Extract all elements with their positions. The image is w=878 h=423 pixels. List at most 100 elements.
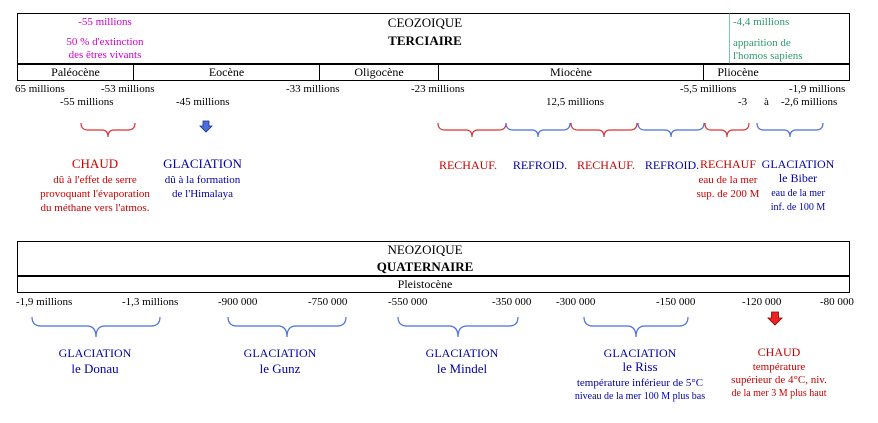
tertiary-right-divider	[729, 13, 730, 64]
event-detail: du méthane vers l'atmos.	[40, 202, 150, 214]
epoch-divider	[133, 64, 134, 81]
date-label: -33 millions	[286, 83, 340, 95]
arrow-down-icon	[767, 311, 783, 326]
event-title: GLACIATION	[243, 346, 317, 360]
epoch-divider	[703, 64, 704, 81]
sapiens-date: -4,4 millions	[733, 16, 790, 28]
tertiary-era-label: CEOZOIQUE	[387, 15, 463, 30]
brace-hot	[437, 122, 507, 138]
event-glaciation-eocene: GLACIATION dû à la formation de l'Himala…	[150, 157, 255, 201]
date-label: -550 000	[388, 296, 428, 308]
sapiens-text-2: l'homos sapiens	[733, 50, 803, 62]
brace-cold	[397, 316, 519, 338]
event-subtitle: le Gunz	[259, 361, 301, 376]
event-subtitle: le Mindel	[436, 361, 488, 376]
arrow-down-icon	[199, 120, 213, 133]
epoch-divider	[319, 64, 320, 81]
quaternary-period-label: QUATERNAIRE	[376, 259, 474, 274]
event-glaciation-gunz: GLACIATION le Gunz	[225, 346, 335, 376]
event-detail: température	[752, 361, 806, 373]
event-hot-final: CHAUD température supérieur de 4°C, niv.…	[718, 346, 840, 400]
event-subtitle: le Donau	[71, 361, 119, 376]
brace-cold	[637, 122, 705, 138]
event-detail: eau de la mer	[771, 188, 825, 199]
event-detail: de l'Himalaya	[172, 188, 233, 200]
date-label: -80 000	[820, 296, 854, 308]
quaternary-header-box	[17, 241, 850, 276]
event-title: RECHAUF	[699, 157, 756, 171]
date-label: -1,3 millions	[122, 296, 179, 308]
event-rechauf-2: RECHAUF.	[576, 158, 636, 172]
date-label: -5,5 millions	[680, 83, 737, 95]
brace-hot	[570, 122, 638, 138]
event-detail: supérieur de 4°C, niv.	[731, 374, 827, 386]
date-label: -55 millions	[60, 96, 114, 108]
tertiary-epoch-strip	[17, 64, 850, 81]
epoch-miocene: Miocène	[550, 65, 592, 79]
event-glaciation-mindel: GLACIATION le Mindel	[407, 346, 517, 376]
date-label: -1,9 millions	[16, 296, 73, 308]
event-detail: sup. de 200 M	[696, 188, 760, 200]
extinction-text-2: des êtres vivants	[68, 49, 142, 61]
event-glaciation-riss: GLACIATION le Riss température inférieur…	[560, 346, 720, 404]
event-detail: provoquant l'évaporation	[40, 188, 150, 200]
event-detail: de la mer 3 M plus haut	[731, 388, 827, 399]
brace-hot	[704, 122, 750, 138]
brace-cold	[505, 122, 571, 138]
epoch-paleocene: Paléocène	[51, 65, 100, 79]
event-refroid-1: REFROID.	[512, 158, 568, 172]
date-label: -3	[738, 96, 748, 108]
event-detail: niveau de la mer 100 M plus bas	[574, 391, 706, 402]
event-title: GLACIATION	[603, 346, 677, 360]
date-label: -53 millions	[101, 83, 155, 95]
event-detail: dû à l'effet de serre	[53, 174, 137, 186]
date-label: 12,5 millions	[546, 96, 605, 108]
event-title: GLACIATION	[761, 157, 835, 171]
date-label: -300 000	[556, 296, 596, 308]
event-detail: eau de la mer	[698, 174, 758, 186]
event-subtitle: le Biber	[778, 171, 818, 185]
event-glaciation-biber: GLACIATION le Biber eau de la mer inf. d…	[756, 157, 840, 215]
brace-cold	[31, 316, 161, 338]
event-detail: température inférieur de 5°C	[576, 377, 704, 389]
brace-cold	[227, 316, 347, 338]
event-title: CHAUD	[71, 156, 119, 171]
quaternary-epoch-strip	[17, 276, 850, 293]
extinction-note: -55 millions 50 % d'extinction des êtres…	[55, 16, 155, 62]
event-title: GLACIATION	[425, 346, 499, 360]
brace-cold	[583, 316, 689, 338]
brace-cold	[756, 122, 824, 138]
brace-hot	[80, 122, 136, 138]
quaternary-era-label: NEOZOIQUE	[387, 242, 463, 257]
tertiary-period-label: TERCIAIRE	[388, 33, 462, 48]
date-label: 65 millions	[15, 83, 65, 95]
date-label: -900 000	[218, 296, 258, 308]
event-refroid-2: REFROID.	[644, 158, 700, 172]
date-label: -23 millions	[411, 83, 465, 95]
event-glaciation-donau: GLACIATION le Donau	[40, 346, 150, 376]
event-title: GLACIATION	[163, 156, 242, 171]
epoch-pliocene: Pliocène	[717, 65, 759, 79]
sapiens-note: -4,4 millions apparition de l'homos sapi…	[733, 16, 803, 63]
tertiary-header-box	[17, 13, 850, 64]
event-title: GLACIATION	[58, 346, 132, 360]
date-label: -150 000	[656, 296, 696, 308]
sapiens-text-1: apparition de	[733, 37, 791, 49]
extinction-text-1: 50 % d'extinction	[66, 36, 144, 48]
event-detail: inf. de 100 M	[770, 202, 826, 213]
extinction-date: -55 millions	[78, 16, 132, 28]
date-label: -120 000	[742, 296, 782, 308]
date-label: -45 millions	[176, 96, 230, 108]
date-label: -1,9 millions	[789, 83, 846, 95]
event-rechauf-3: RECHAUF eau de la mer sup. de 200 M	[693, 157, 763, 201]
epoch-divider	[438, 64, 439, 81]
date-label: -2,6 millions	[781, 96, 838, 108]
epoch-oligocene: Oligocène	[354, 65, 404, 79]
date-label: -350 000	[492, 296, 532, 308]
event-rechauf-1: RECHAUF.	[438, 158, 498, 172]
date-label: -750 000	[308, 296, 348, 308]
event-detail: dû à la formation	[164, 174, 241, 186]
event-title: CHAUD	[757, 345, 801, 359]
event-hot-paleocene: CHAUD dû à l'effet de serre provoquant l…	[20, 157, 170, 215]
epoch-eocene: Eocène	[208, 65, 245, 79]
